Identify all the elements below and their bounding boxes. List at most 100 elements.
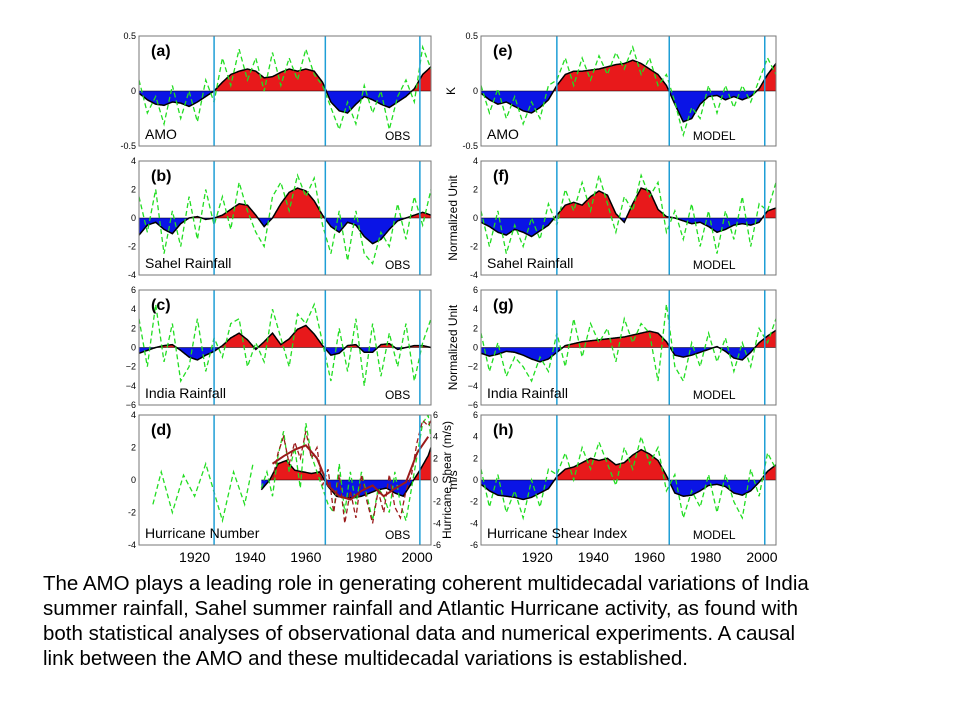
- negative-area-h: [481, 480, 776, 500]
- panel-tag: MODEL: [693, 258, 736, 272]
- panel-title: Sahel Rainfall: [487, 255, 573, 271]
- panel-tag: OBS: [385, 129, 410, 143]
- panel-tag: OBS: [385, 388, 410, 402]
- right-tick-label: 6: [433, 410, 438, 420]
- x-tick-label: 1940: [235, 549, 266, 565]
- panel-f: 4 2 0 -2 -4 (f) Sahel Rainfall MODEL Normalized …: [446, 156, 777, 280]
- x-tick-label: 1980: [690, 549, 721, 565]
- plot-area-e: [481, 45, 776, 138]
- plot-area-c: [139, 302, 431, 386]
- raw-series-h: [481, 434, 776, 521]
- panel-tag: MODEL: [693, 129, 736, 143]
- y-tick-label: −2: [468, 362, 478, 372]
- smoothed-line-g: [481, 329, 776, 363]
- panel-tag: OBS: [385, 528, 410, 542]
- y-tick-label: 0: [473, 343, 478, 353]
- shear-smoothed-series: [271, 436, 430, 501]
- plot-area-a: [139, 44, 431, 132]
- panel-c: 6 4 2 0 −2 −4 −6 (c) India Rainfall OBS: [126, 285, 432, 410]
- positive-area-e: [481, 60, 776, 91]
- positive-area-b: [139, 188, 431, 218]
- x-tick-label: 1920: [522, 549, 553, 565]
- negative-area-g: [481, 347, 776, 362]
- right-tick-label: 0: [433, 475, 438, 485]
- panel-label: (e): [493, 43, 513, 60]
- plot-area-h: [481, 434, 776, 521]
- x-tick-label: 1960: [634, 549, 665, 565]
- caption-line-1: The AMO plays a leading role in generati…: [43, 572, 809, 595]
- panel-tag: MODEL: [693, 528, 736, 542]
- panel-frame-h: [480, 414, 777, 546]
- y-tick-label: -4: [470, 270, 478, 280]
- panel-title: India Rainfall: [145, 385, 226, 401]
- y-tick-label: 4: [473, 432, 478, 442]
- panel-d: 6 4 2 0 -2 -4 -6 4 2 0 -2 -4 1920 1940 1960 1980 2000 (d)…: [128, 410, 454, 565]
- y-tick-label: −6: [126, 400, 136, 410]
- panel-title: Sahel Rainfall: [145, 255, 231, 271]
- caption-line-3: both statistical analyses of observation…: [43, 622, 796, 645]
- raw-series-d: [260, 415, 431, 521]
- caption: The AMO plays a leading role in generati…: [43, 571, 943, 671]
- y-tick-label: 0.5: [123, 31, 136, 41]
- y-tick-label: 0: [131, 343, 136, 353]
- right-tick-label: 4: [433, 432, 438, 442]
- panel-title: Hurricane Number: [145, 525, 260, 541]
- right-axis-label: K: [444, 87, 458, 95]
- right-axis-label: Normalized Unit: [446, 175, 460, 261]
- panel-label: (h): [493, 422, 513, 439]
- x-tick-label: 1920: [179, 549, 210, 565]
- panel-frame-g: [480, 289, 777, 406]
- x-tick-label: 2000: [746, 549, 777, 565]
- y-tick-label: -4: [470, 518, 478, 528]
- right-axis-label: Normalized Unit: [446, 304, 460, 390]
- panel-frame-f: [480, 160, 777, 276]
- right-tick-label: -6: [433, 540, 441, 550]
- panel-label: (d): [151, 422, 171, 439]
- y-tick-label: 6: [473, 285, 478, 295]
- right-axis-label: Hurricane Shear (m/s): [440, 421, 454, 539]
- raw-series-d-extra: [152, 461, 254, 524]
- raw-series-g: [481, 304, 776, 383]
- panel-tag: OBS: [385, 258, 410, 272]
- y-tick-label: 0: [473, 213, 478, 223]
- raw-series-a: [139, 44, 431, 132]
- x-tick-label: 1980: [346, 549, 377, 565]
- panel-label: (a): [151, 43, 171, 60]
- y-tick-label: -2: [128, 242, 136, 252]
- raw-series-e: [481, 45, 776, 138]
- y-tick-label: 0: [131, 475, 136, 485]
- y-tick-label: 2: [473, 453, 478, 463]
- negative-area-b: [139, 218, 431, 244]
- y-tick-label: -0.5: [120, 141, 136, 151]
- right-tick-label: -2: [433, 497, 441, 507]
- y-tick-label: 4: [131, 410, 136, 420]
- y-tick-label: -0.5: [462, 141, 478, 151]
- raw-series-f: [481, 172, 776, 254]
- y-tick-label: 0: [473, 86, 478, 96]
- y-tick-label: −6: [468, 400, 478, 410]
- smoothed-line-c: [139, 324, 431, 361]
- y-tick-label: 2: [131, 443, 136, 453]
- y-tick-label: -2: [470, 497, 478, 507]
- y-tick-label: 4: [131, 156, 136, 166]
- x-tick-label: 1940: [578, 549, 609, 565]
- y-tick-label: −4: [468, 381, 478, 391]
- y-tick-label: -6: [470, 540, 478, 550]
- panel-e: 0.5 0 -0.5 (e) AMO MODEL K: [444, 31, 777, 151]
- y-tick-label: -4: [128, 270, 136, 280]
- smoothed-line-f: [481, 187, 776, 238]
- panel-b: 4 2 0 -2 -4 (b) Sahel Rainfall OBS: [128, 156, 432, 280]
- y-tick-label: -4: [128, 540, 136, 550]
- panel-frame-b: [138, 160, 432, 276]
- y-tick-label: −4: [126, 381, 136, 391]
- y-tick-label: 0: [131, 213, 136, 223]
- raw-series-c: [139, 302, 431, 386]
- panel-title: Hurricane Shear Index: [487, 525, 627, 541]
- y-tick-label: 2: [473, 323, 478, 333]
- y-tick-label: 4: [131, 304, 136, 314]
- negative-area-d: [261, 480, 431, 498]
- x-tick-label: 2000: [402, 549, 433, 565]
- smoothed-line-b: [139, 187, 431, 245]
- panel-title: India Rainfall: [487, 385, 568, 401]
- y-tick-label: 4: [473, 304, 478, 314]
